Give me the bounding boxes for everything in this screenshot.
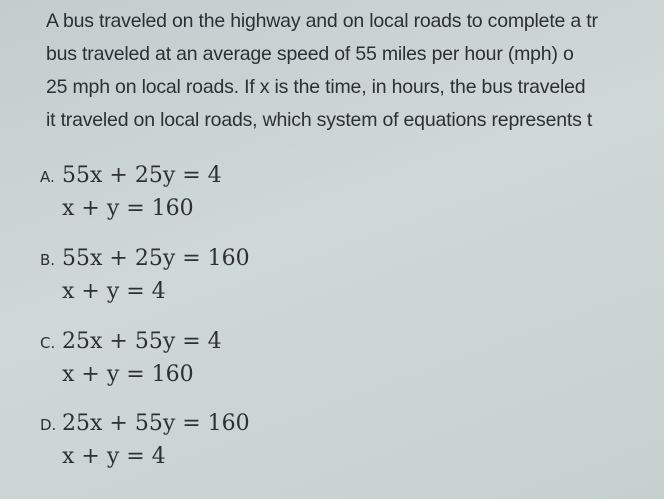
equation: x + y = 160 [62,362,194,387]
equation: 55x + 25y = 160 [62,246,250,271]
question-line: it traveled on local roads, which system… [46,109,593,131]
equation: x + y = 4 [62,279,166,304]
equation: 55x + 25y = 4 [62,163,222,188]
equation: 25x + 55y = 4 [62,329,222,354]
equation: x + y = 4 [62,444,166,469]
question-line: 25 mph on local roads. If x is the time,… [46,76,586,98]
question-line: bus traveled at an average speed of 55 m… [46,43,574,65]
question-line: A bus traveled on the highway and on loc… [46,10,598,32]
equation: 25x + 55y = 160 [62,411,250,436]
option-label: A. [40,168,55,186]
option-label: C. [40,334,56,352]
option-label: B. [40,251,56,269]
equation: x + y = 160 [62,196,194,221]
option-label: D. [40,416,57,434]
